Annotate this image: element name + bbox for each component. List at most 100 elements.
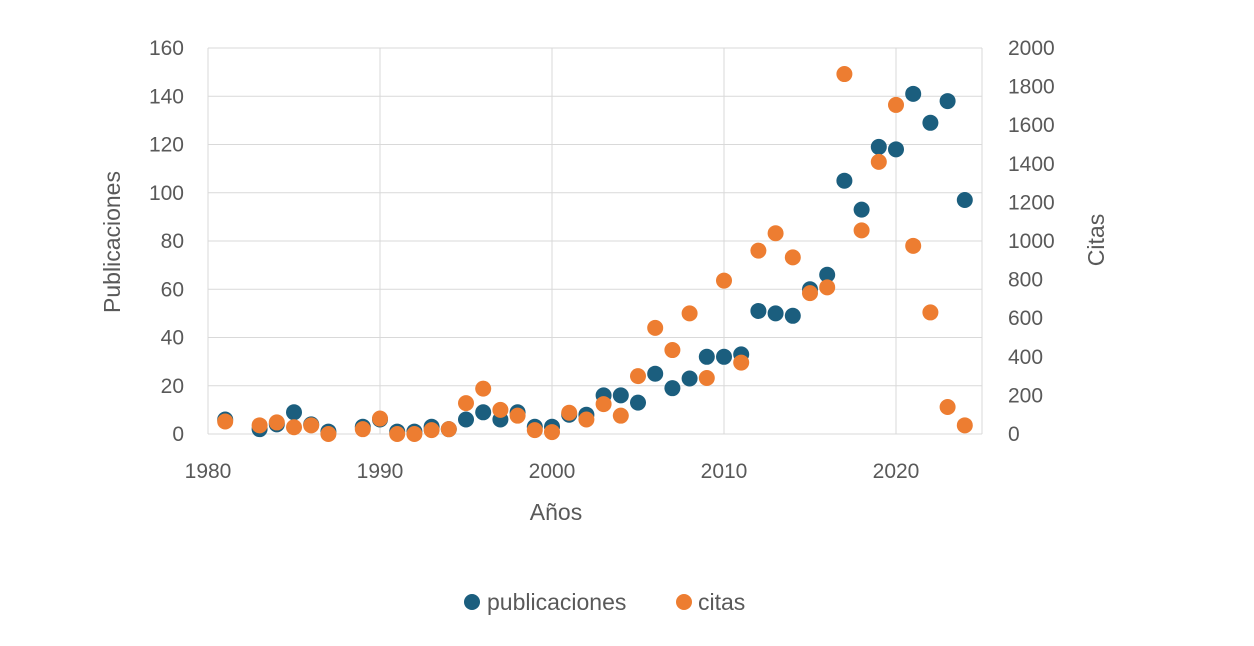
point-citas: [320, 426, 337, 442]
point-publicaciones: [853, 201, 870, 218]
point-citas: [251, 417, 268, 434]
point-publicaciones: [767, 305, 784, 322]
point-citas: [612, 407, 629, 424]
point-citas: [492, 401, 509, 418]
point-publicaciones: [939, 93, 956, 110]
point-citas: [389, 426, 406, 442]
point-citas: [836, 66, 853, 83]
y-tick-label: 80: [161, 230, 184, 253]
point-citas: [784, 249, 801, 266]
point-publicaciones: [630, 394, 646, 411]
point-citas: [664, 342, 681, 359]
point-publicaciones: [716, 348, 732, 365]
grid-lines: [207, 47, 983, 435]
point-citas: [268, 414, 285, 431]
y2-tick-label: 600: [1008, 307, 1043, 330]
point-citas: [475, 380, 492, 397]
point-publicaciones: [888, 141, 904, 158]
point-publicaciones: [612, 387, 629, 404]
left-axis-ticks: 0 20 40 60 80 100 120 140 160: [149, 37, 184, 446]
x-tick-label: 2000: [529, 460, 576, 483]
y2-axis-title: Citas: [1083, 214, 1109, 266]
point-citas: [406, 426, 423, 442]
point-citas: [716, 272, 732, 289]
legend-marker-citas: [676, 594, 692, 610]
y2-tick-label: 0: [1008, 423, 1020, 446]
point-citas: [630, 368, 646, 385]
point-citas: [423, 422, 440, 439]
y2-tick-label: 400: [1008, 346, 1043, 369]
point-citas: [922, 304, 939, 321]
data-points: [217, 66, 973, 442]
point-publicaciones: [956, 191, 973, 208]
y2-tick-label: 1400: [1008, 153, 1055, 176]
point-publicaciones: [870, 138, 887, 155]
point-publicaciones: [922, 114, 939, 131]
y-tick-label: 60: [161, 278, 184, 301]
point-citas: [440, 421, 457, 438]
legend: publicaciones citas: [464, 589, 745, 615]
point-publicaciones: [664, 380, 681, 397]
point-publicaciones: [698, 348, 715, 365]
point-citas: [647, 319, 664, 336]
point-citas: [767, 225, 784, 242]
point-citas: [870, 153, 887, 170]
point-publicaciones: [681, 370, 698, 387]
point-citas: [509, 407, 526, 424]
point-publicaciones: [905, 85, 922, 102]
y-axis-title: Publicaciones: [99, 171, 125, 313]
point-citas: [956, 417, 973, 434]
y2-tick-label: 1800: [1008, 76, 1055, 99]
point-citas: [939, 398, 956, 415]
point-citas: [544, 424, 560, 441]
point-citas: [681, 305, 698, 322]
point-citas: [578, 411, 595, 428]
y2-tick-label: 1000: [1008, 230, 1055, 253]
x-tick-label: 1980: [185, 460, 232, 483]
point-citas: [905, 237, 922, 254]
legend-label-publicaciones: publicaciones: [487, 589, 626, 615]
y2-tick-label: 1600: [1008, 114, 1055, 137]
x-axis-ticks: 1980 1990 2000 2010 2020: [185, 460, 920, 483]
point-citas: [372, 410, 388, 427]
y2-tick-label: 200: [1008, 384, 1043, 407]
y2-tick-label: 800: [1008, 269, 1043, 292]
point-citas: [303, 417, 320, 434]
point-citas: [802, 285, 818, 302]
point-publicaciones: [750, 302, 767, 319]
y-tick-label: 40: [161, 327, 184, 350]
point-citas: [698, 370, 715, 387]
point-publicaciones: [475, 404, 492, 421]
y-tick-label: 140: [149, 85, 184, 108]
point-citas: [526, 422, 543, 439]
point-citas: [286, 419, 302, 436]
y-tick-label: 160: [149, 37, 184, 60]
y2-tick-label: 1200: [1008, 191, 1055, 214]
point-citas: [733, 354, 750, 371]
point-publicaciones: [819, 266, 836, 283]
point-citas: [354, 421, 371, 438]
point-publicaciones: [836, 172, 853, 189]
point-publicaciones: [784, 307, 801, 324]
point-citas: [750, 242, 767, 259]
y-tick-label: 120: [149, 134, 184, 157]
point-citas: [888, 96, 904, 113]
point-citas: [819, 279, 836, 296]
point-publicaciones: [647, 365, 664, 382]
legend-label-citas: citas: [698, 589, 745, 615]
x-tick-label: 1990: [357, 460, 404, 483]
x-tick-label: 2010: [701, 460, 748, 483]
legend-marker-publicaciones: [464, 594, 480, 610]
point-citas: [458, 395, 474, 412]
point-citas: [595, 396, 612, 413]
point-citas: [561, 404, 578, 421]
x-tick-label: 2020: [873, 460, 920, 483]
point-citas: [853, 222, 870, 239]
y2-tick-label: 2000: [1008, 37, 1055, 60]
x-axis-title: Años: [530, 499, 582, 525]
point-citas: [217, 413, 234, 430]
y-tick-label: 100: [149, 182, 184, 205]
y-tick-label: 20: [161, 375, 184, 398]
